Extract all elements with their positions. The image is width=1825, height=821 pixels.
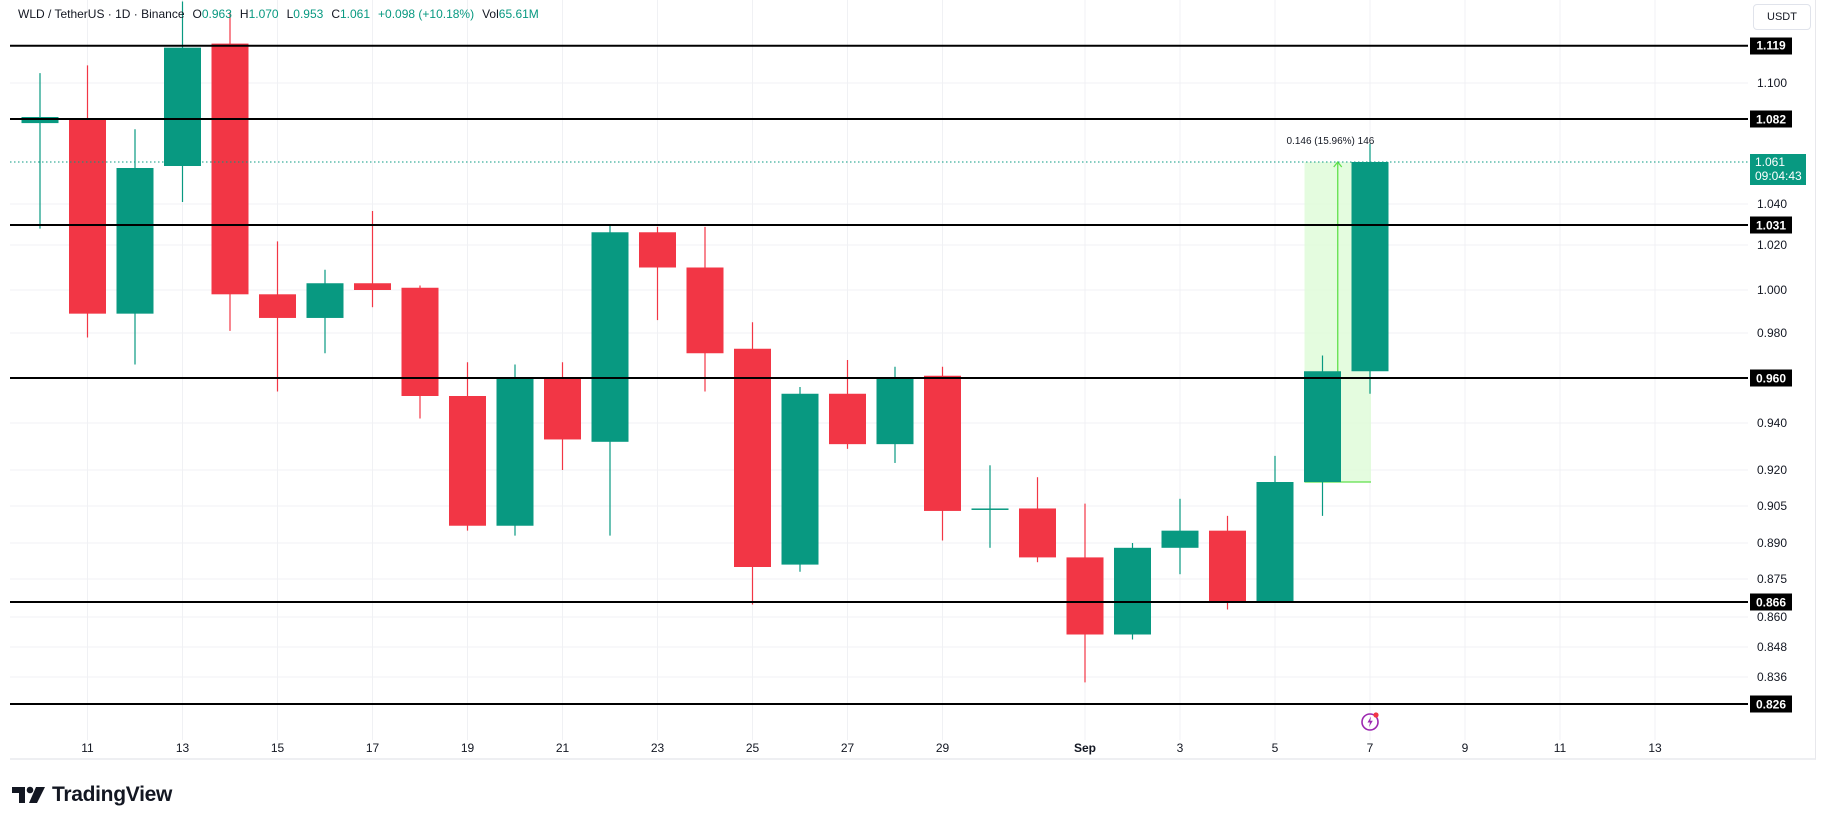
candle-body-up [1161, 530, 1199, 548]
volume-value: 65.61M [498, 7, 539, 21]
price-tick-label: 1.100 [1757, 76, 1788, 90]
tradingview-mark-icon [12, 786, 45, 803]
candle-body-down [924, 375, 961, 511]
time-tick-label: 19 [460, 741, 475, 755]
symbol-title[interactable]: WLD / TetherUS · 1D · Binance [18, 7, 185, 21]
close-key: C [331, 7, 340, 21]
candle-body-down [259, 294, 296, 318]
candle-body-up [116, 168, 154, 314]
time-tick-label: 29 [935, 741, 950, 755]
open-key: O [192, 7, 202, 21]
candle-body-down [829, 393, 866, 445]
price-tick-label: 0.890 [1757, 536, 1788, 550]
volume-key: Vol [482, 7, 499, 21]
level-price-badge: 0.960 [1750, 369, 1792, 387]
low-key: L [286, 7, 294, 21]
price-tick-label: 1.040 [1757, 197, 1788, 211]
time-tick-label: 13 [1648, 741, 1662, 755]
candle-body-up [1351, 162, 1389, 372]
time-tick-label: 25 [745, 741, 760, 755]
price-tick-label: 0.848 [1757, 640, 1788, 654]
time-tick-label: 23 [650, 741, 665, 755]
candle-body-up [496, 378, 534, 526]
measurement-arrow-head [1333, 160, 1343, 168]
level-price-badge: 1.082 [1750, 110, 1792, 128]
low-value: 0.953 [293, 7, 324, 21]
candle-body-down [1019, 508, 1056, 558]
candle-body-down [1209, 530, 1246, 602]
time-tick-label: 3 [1176, 741, 1184, 755]
currency-button[interactable]: USDT [1753, 4, 1811, 30]
candle-body-down [1066, 557, 1104, 635]
time-tick-label: 21 [555, 741, 570, 755]
candle-body-up [306, 283, 344, 318]
open-value: 0.963 [201, 7, 232, 21]
candle-body-up [1256, 482, 1294, 602]
level-price-badge: 0.826 [1750, 695, 1792, 713]
candle-body-down [211, 43, 249, 295]
candle-body-up [876, 378, 914, 445]
high-value: 1.070 [248, 7, 279, 21]
time-tick-label: Sep [1073, 741, 1097, 755]
price-tick-label: 0.940 [1757, 416, 1788, 430]
lightning-event-icon[interactable] [1359, 710, 1381, 732]
price-tick-label: 1.000 [1757, 283, 1788, 297]
time-tick-label: 27 [840, 741, 855, 755]
candle-body-down [354, 283, 391, 290]
price-tick-label: 0.920 [1757, 463, 1788, 477]
level-price-badge: 1.119 [1750, 37, 1792, 55]
candle-body-up [971, 508, 1009, 510]
candle-body-down [639, 232, 676, 268]
time-tick-label: 11 [81, 741, 94, 755]
tradingview-logo[interactable]: TradingView [12, 783, 172, 807]
candle-body-up [591, 232, 629, 442]
price-tick-label: 0.860 [1757, 610, 1788, 624]
candle-body-down [449, 396, 486, 526]
time-tick-label: 15 [270, 741, 285, 755]
tradingview-wordmark: TradingView [52, 783, 173, 806]
candle-body-up [1304, 371, 1341, 482]
close-value: 1.061 [339, 7, 371, 21]
time-tick-label: 7 [1366, 741, 1374, 755]
last-price-badge: 1.061 09:04:43 [1750, 154, 1806, 185]
bar-countdown: 09:04:43 [1755, 169, 1802, 183]
time-tick-label: 9 [1461, 741, 1469, 755]
candle-body-down [734, 348, 771, 567]
candle-body-up [21, 117, 59, 124]
candle-body-up [781, 393, 819, 565]
candle-body-down [544, 378, 581, 440]
candle-body-down [686, 267, 724, 354]
last-price-value: 1.061 [1755, 155, 1786, 169]
time-tick-label: 11 [1553, 741, 1567, 755]
price-tick-label: 0.836 [1757, 670, 1788, 684]
candle-body-down [69, 119, 106, 314]
time-tick-label: 5 [1271, 741, 1279, 755]
candlestick-chart[interactable] [10, 0, 1816, 760]
candle-body-up [1114, 547, 1151, 635]
level-price-badge: 0.866 [1750, 593, 1792, 611]
time-tick-label: 17 [365, 741, 380, 755]
price-tick-label: 0.980 [1757, 326, 1788, 340]
price-tick-label: 0.905 [1757, 499, 1788, 513]
high-key: H [239, 7, 249, 21]
price-tick-label: 1.020 [1757, 238, 1788, 252]
price-tick-label: 0.875 [1757, 572, 1788, 586]
measurement-label: 0.146 (15.96%) 146 [1286, 136, 1375, 147]
level-price-badge: 1.031 [1750, 216, 1792, 234]
candle-body-up [164, 47, 201, 166]
change-value: +0.098 (+10.18%) [378, 7, 475, 21]
chart-pane[interactable] [10, 0, 1816, 760]
candle-body-down [401, 287, 439, 396]
symbol-legend: WLD / TetherUS · 1D · Binance O 0.963 H 1.… [18, 7, 547, 21]
time-tick-label: 13 [175, 741, 190, 755]
